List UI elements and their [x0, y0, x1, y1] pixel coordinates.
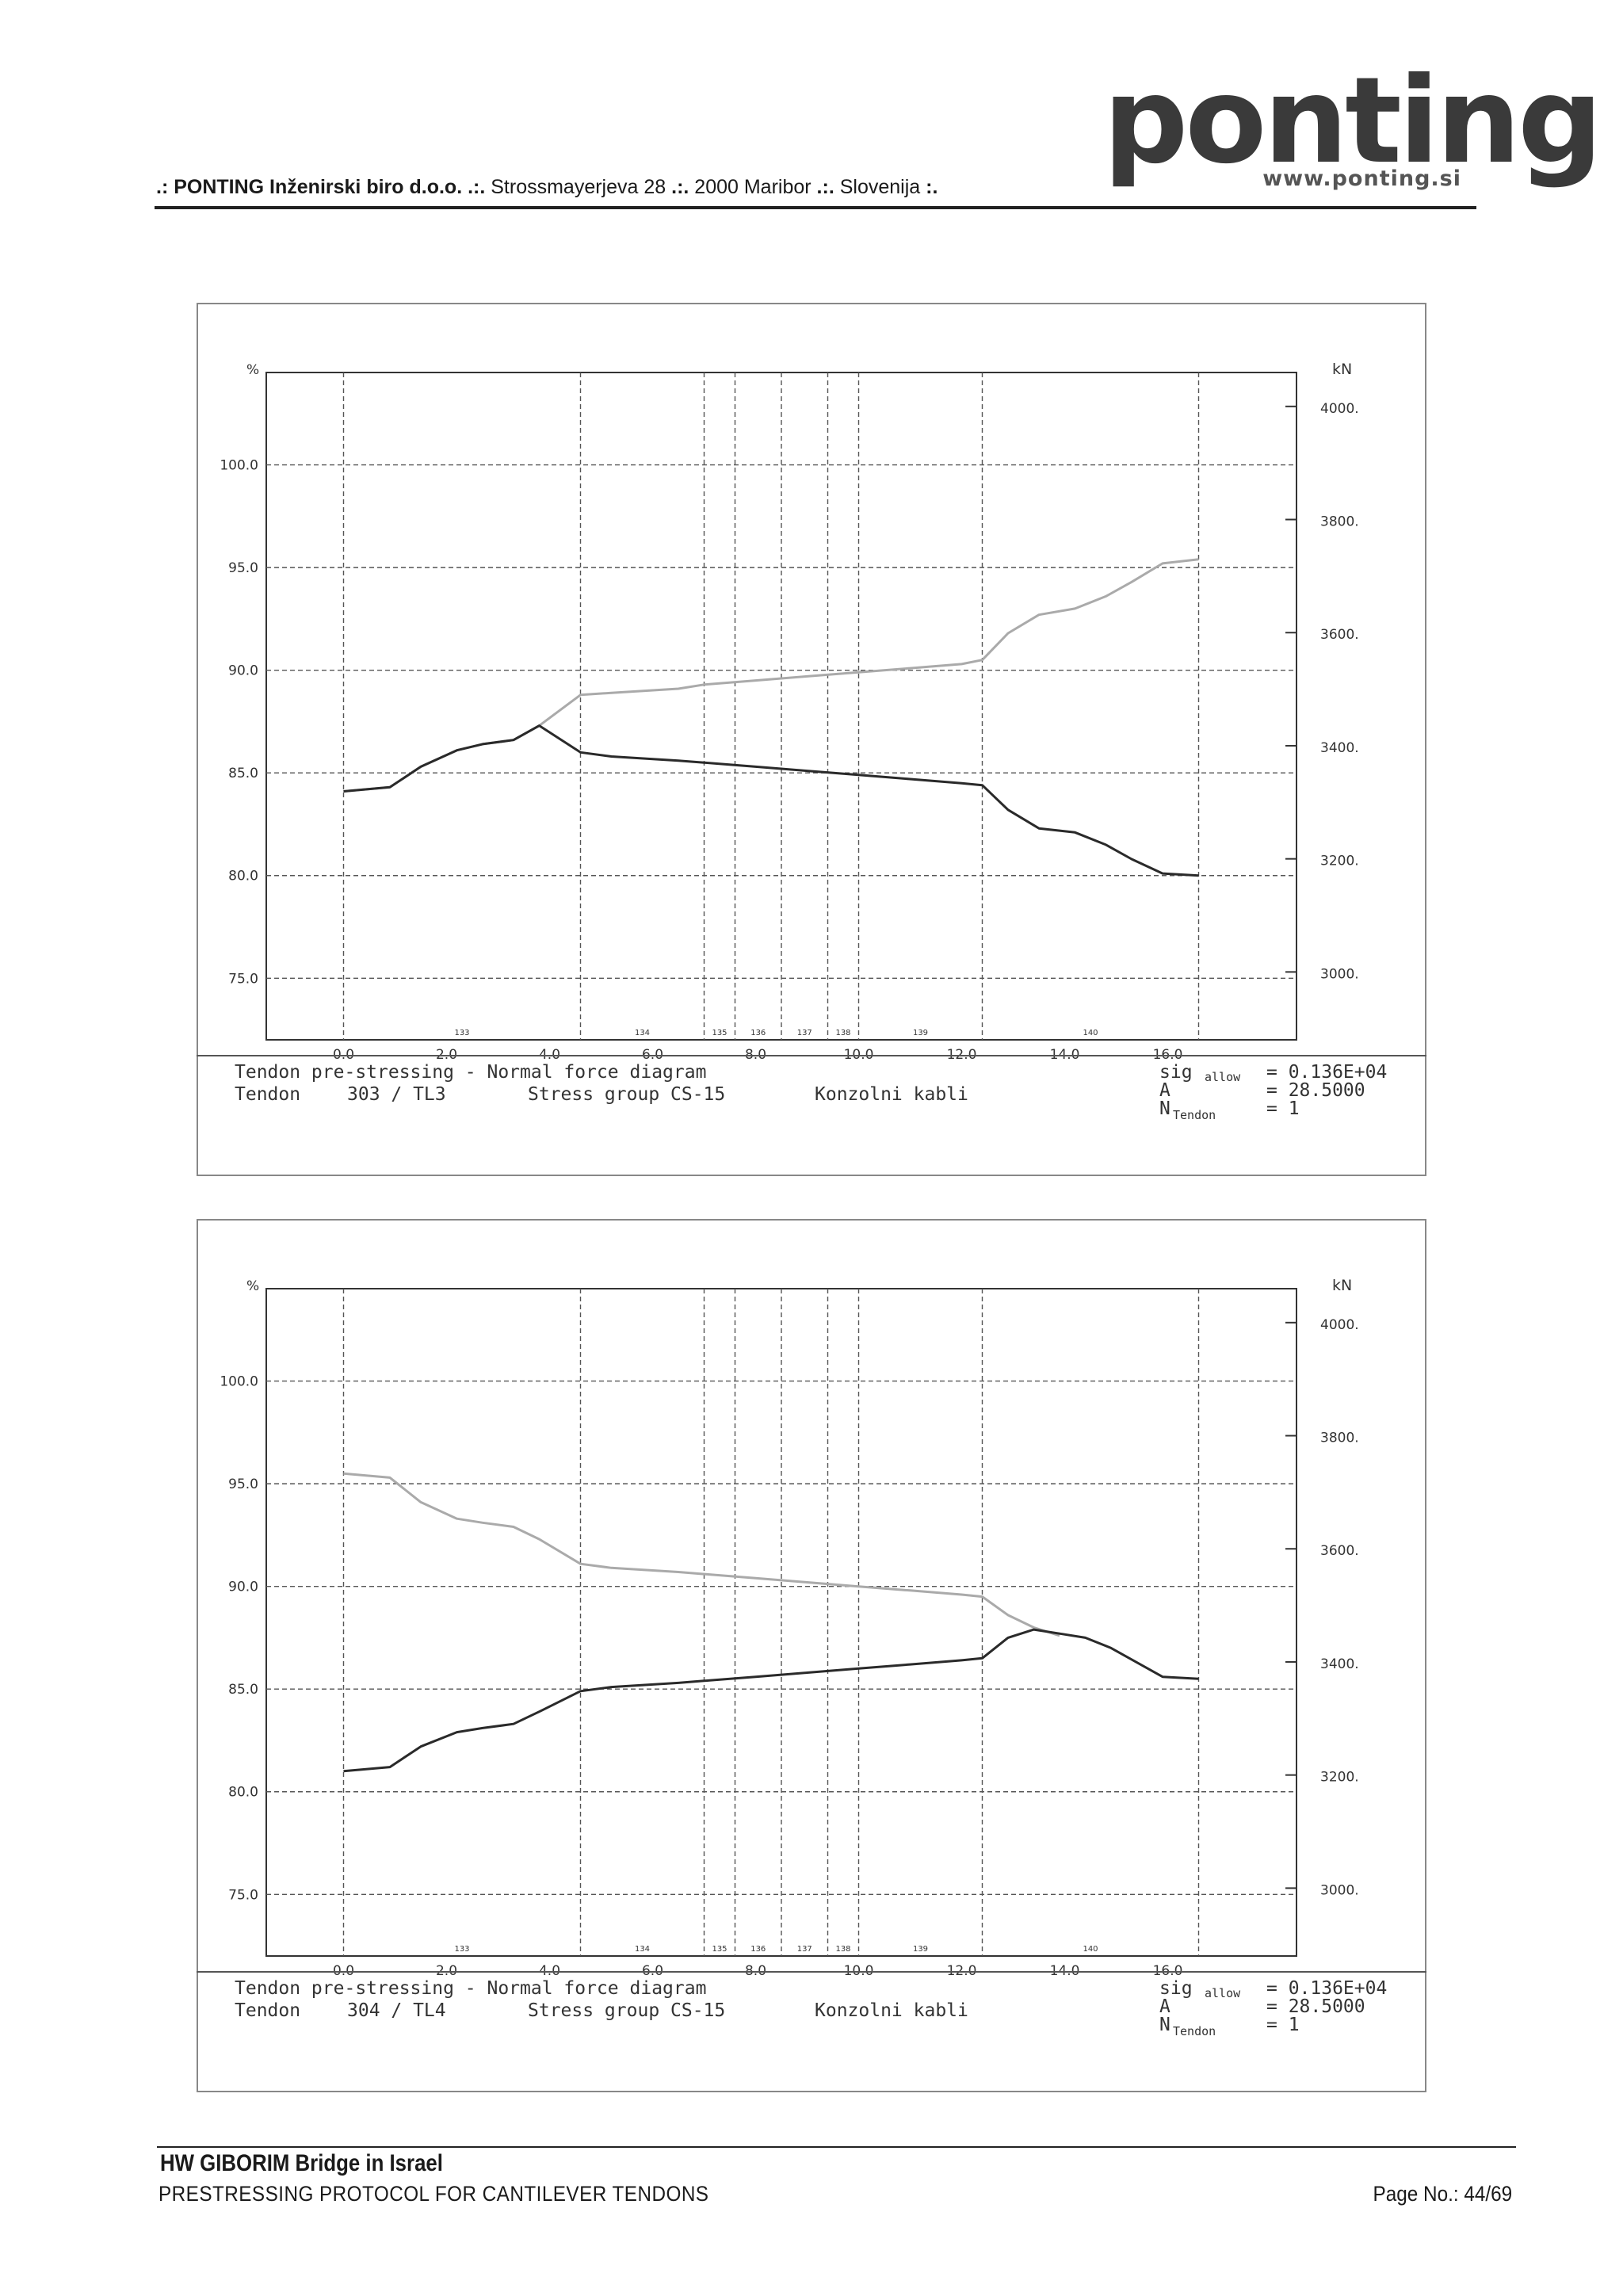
footer-document-subtitle: PRESTRESSING PROTOCOL FOR CANTILEVER TEN… [158, 2182, 709, 2206]
caption-count-label: N [1159, 2015, 1170, 2035]
segment-label: 139 [913, 1029, 928, 1037]
segment-label: 133 [454, 1029, 469, 1037]
y-left-tick-label: 95.0 [228, 1477, 258, 1492]
y-right-tick-label: 4000. [1320, 401, 1359, 417]
y-right-tick-label: 3000. [1320, 1882, 1359, 1898]
segment-label: 135 [712, 1029, 727, 1037]
chart-frame [197, 303, 1426, 1176]
caption-stress-group: Stress group CS-15 [528, 2000, 725, 2021]
footer-page-number: Page No.: 44/69 [1373, 2182, 1512, 2206]
y-right-tick-label: 3600. [1320, 1543, 1359, 1559]
segment-label: 138 [835, 1945, 850, 1954]
y-left-tick-label: 95.0 [228, 560, 258, 576]
segment-label: 135 [712, 1945, 727, 1954]
segment-label: 137 [797, 1029, 812, 1037]
y-left-tick-label: 75.0 [228, 971, 258, 987]
segment-label: 140 [1083, 1945, 1098, 1954]
caption-tendon-id: 304 / TL4 [347, 2000, 446, 2021]
caption-area-value: = 28.5000 [1266, 1080, 1365, 1101]
y-left-tick-label: 80.0 [228, 869, 258, 884]
segment-label: 136 [750, 1945, 766, 1954]
header-street: Strossmayerjeva 28 [491, 176, 666, 198]
footer-project-title: HW GIBORIM Bridge in Israel [160, 2150, 443, 2176]
normal-force-chart-tendon-304: % kN 75.0 80.0 85.0 90.0 95.0 100.0 3000. 3200. 34… [197, 1219, 1426, 2092]
y-right-tick-label: 3400. [1320, 740, 1359, 756]
logo-url: www.ponting.si [1262, 166, 1461, 191]
caption-stress-group: Stress group CS-15 [528, 1084, 725, 1105]
y-right-tick-label: 3400. [1320, 1656, 1359, 1672]
right-axis-unit: kN [1332, 1277, 1352, 1294]
y-right-tick-label: 3800. [1320, 1431, 1359, 1446]
header-separator: .:. [666, 176, 695, 198]
y-right-tick-label: 3000. [1320, 966, 1359, 982]
caption-tendon-id: 303 / TL3 [347, 1084, 446, 1105]
caption-sig-subscript: allow [1205, 1986, 1241, 2000]
caption-group-name: Konzolni kabli [815, 2000, 968, 2021]
caption-group-name: Konzolni kabli [815, 1084, 968, 1105]
caption-sig-subscript: allow [1205, 1070, 1241, 1084]
logo-wordmark: ponting [1103, 52, 1602, 190]
y-left-tick-label: 90.0 [228, 663, 258, 679]
y-left-tick-label: 85.0 [228, 766, 258, 781]
y-left-tick-label: 85.0 [228, 1682, 258, 1698]
caption-count-label: N [1159, 1098, 1170, 1119]
segment-label: 136 [750, 1029, 766, 1037]
caption-count-value: = 1 [1266, 2015, 1300, 2035]
header-suffix: :. [920, 176, 938, 198]
left-axis-unit: % [246, 362, 259, 378]
series-line-light [343, 1472, 1060, 1637]
caption-area-label: A [1159, 1996, 1170, 2017]
caption-tendon-label: Tendon [235, 2000, 300, 2021]
caption-sig-label: sig [1159, 1978, 1193, 1999]
y-left-tick-label: 100.0 [220, 1374, 258, 1390]
footer-divider [157, 2146, 1516, 2148]
chart-frame [197, 1219, 1426, 2092]
right-axis-unit: kN [1332, 361, 1352, 378]
segment-label: 140 [1083, 1029, 1098, 1037]
segment-label: 138 [835, 1029, 850, 1037]
y-right-tick-label: 3600. [1320, 627, 1359, 643]
caption-area-value: = 28.5000 [1266, 1996, 1365, 2017]
caption-title: Tendon pre-stressing - Normal force diag… [235, 1978, 706, 1999]
left-axis-unit: % [246, 1278, 259, 1294]
series-line-dark [343, 1628, 1199, 1773]
caption-count-value: = 1 [1266, 1098, 1300, 1119]
y-left-tick-label: 80.0 [228, 1785, 258, 1801]
caption-tendon-label: Tendon [235, 1084, 300, 1105]
header-company: PONTING Inženirski biro d.o.o. [174, 176, 463, 198]
header-country: Slovenija [839, 176, 921, 198]
caption-sig-label: sig [1159, 1062, 1193, 1083]
y-right-tick-label: 3200. [1320, 854, 1359, 869]
segment-label: 133 [454, 1945, 469, 1954]
y-right-tick-label: 4000. [1320, 1317, 1359, 1333]
header-address-line: .: PONTING Inženirski biro d.o.o. .:. St… [156, 176, 938, 199]
y-left-tick-label: 100.0 [220, 458, 258, 474]
y-left-tick-label: 75.0 [228, 1887, 258, 1903]
segment-label: 134 [635, 1029, 650, 1037]
header-city: 2000 Maribor [694, 176, 812, 198]
caption-area-label: A [1159, 1080, 1170, 1101]
header-divider [155, 206, 1476, 209]
segment-label: 137 [797, 1945, 812, 1954]
y-right-tick-label: 3200. [1320, 1770, 1359, 1786]
caption-count-subscript: Tendon [1173, 1108, 1216, 1122]
y-left-tick-label: 90.0 [228, 1580, 258, 1595]
series-line-dark [343, 724, 1199, 877]
segment-label: 139 [913, 1945, 928, 1954]
normal-force-chart-tendon-303: % kN 75.0 80.0 85.0 90.0 95.0 100.0 3000. 3200. 34… [197, 303, 1426, 1176]
caption-title: Tendon pre-stressing - Normal force diag… [235, 1062, 706, 1083]
segment-label: 134 [635, 1945, 650, 1954]
header-separator: .:. [462, 176, 491, 198]
caption-count-subscript: Tendon [1173, 2024, 1216, 2038]
header-prefix: .: [156, 176, 174, 198]
caption-sig-value: = 0.136E+04 [1266, 1978, 1387, 1999]
ponting-logo: ponting www.ponting.si [1103, 62, 1602, 197]
caption-sig-value: = 0.136E+04 [1266, 1062, 1387, 1083]
header-separator: .:. [811, 176, 840, 198]
y-right-tick-label: 3800. [1320, 514, 1359, 530]
